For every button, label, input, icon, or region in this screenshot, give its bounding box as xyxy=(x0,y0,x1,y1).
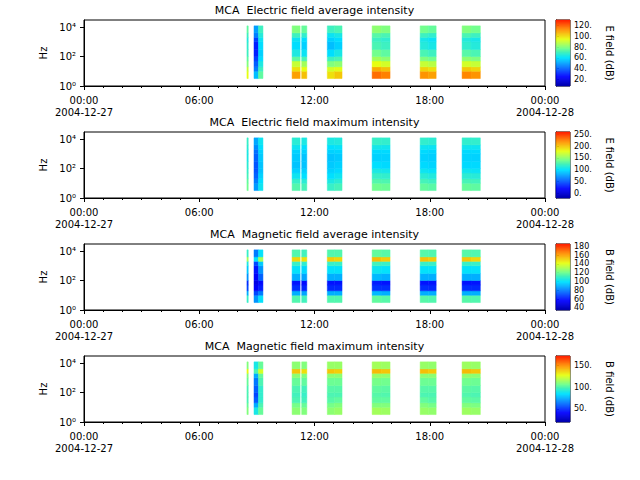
svg-text:12:00: 12:00 xyxy=(300,207,329,218)
svg-text:250.: 250. xyxy=(574,130,592,139)
svg-text:18:00: 18:00 xyxy=(415,95,444,106)
svg-text:00:00: 00:00 xyxy=(70,431,99,442)
svg-text:Hz: Hz xyxy=(38,159,49,172)
svg-text:100.: 100. xyxy=(574,165,592,174)
svg-text:2004-12-27: 2004-12-27 xyxy=(55,219,113,230)
svg-text:10²: 10² xyxy=(59,163,76,174)
svg-text:10⁰: 10⁰ xyxy=(59,193,76,204)
svg-text:2004-12-27: 2004-12-27 xyxy=(55,107,113,118)
svg-text:120: 120 xyxy=(574,268,589,277)
svg-text:00:00: 00:00 xyxy=(70,319,99,330)
svg-text:B field (dB): B field (dB) xyxy=(604,249,615,305)
svg-text:50.: 50. xyxy=(574,177,587,186)
svg-text:MCA Electric field maximum in: MCA Electric field maximum intensity xyxy=(210,116,420,129)
svg-text:40: 40 xyxy=(574,303,584,312)
svg-text:180: 180 xyxy=(574,242,589,251)
svg-text:80.: 80. xyxy=(574,43,587,52)
svg-text:160: 160 xyxy=(574,251,589,260)
svg-text:140: 140 xyxy=(574,259,589,268)
svg-text:10²: 10² xyxy=(59,275,76,286)
svg-text:00:00: 00:00 xyxy=(531,319,560,330)
svg-text:00:00: 00:00 xyxy=(70,207,99,218)
svg-text:0.: 0. xyxy=(574,189,582,198)
svg-text:Hz: Hz xyxy=(38,383,49,396)
svg-text:20.: 20. xyxy=(574,75,587,84)
svg-text:60: 60 xyxy=(574,295,584,304)
svg-text:12:00: 12:00 xyxy=(300,431,329,442)
svg-text:MCA Magnetic field average in: MCA Magnetic field average intensity xyxy=(210,228,419,241)
svg-text:2004-12-28: 2004-12-28 xyxy=(516,219,574,230)
svg-text:18:00: 18:00 xyxy=(415,319,444,330)
svg-text:Hz: Hz xyxy=(38,47,49,60)
svg-text:06:00: 06:00 xyxy=(185,431,214,442)
svg-text:100.: 100. xyxy=(574,32,592,41)
svg-text:Hz: Hz xyxy=(38,271,49,284)
svg-text:2004-12-28: 2004-12-28 xyxy=(516,331,574,342)
svg-text:12:00: 12:00 xyxy=(300,319,329,330)
svg-text:10⁰: 10⁰ xyxy=(59,305,76,316)
svg-text:80: 80 xyxy=(574,286,584,295)
svg-text:2004-12-28: 2004-12-28 xyxy=(516,107,574,118)
svg-text:10⁴: 10⁴ xyxy=(59,134,76,145)
svg-text:06:00: 06:00 xyxy=(185,95,214,106)
svg-text:06:00: 06:00 xyxy=(185,207,214,218)
svg-text:00:00: 00:00 xyxy=(531,431,560,442)
svg-text:10²: 10² xyxy=(59,51,76,62)
svg-text:150.: 150. xyxy=(574,361,592,370)
svg-text:18:00: 18:00 xyxy=(415,207,444,218)
svg-text:100.: 100. xyxy=(574,383,592,392)
svg-text:2004-12-28: 2004-12-28 xyxy=(516,443,574,454)
svg-text:10⁰: 10⁰ xyxy=(59,417,76,428)
svg-text:2004-12-27: 2004-12-27 xyxy=(55,443,113,454)
svg-text:00:00: 00:00 xyxy=(531,207,560,218)
svg-text:MCA Magnetic field maximum in: MCA Magnetic field maximum intensity xyxy=(205,340,425,353)
svg-text:10²: 10² xyxy=(59,387,76,398)
svg-text:100: 100 xyxy=(574,277,589,286)
svg-text:E field (dB): E field (dB) xyxy=(604,137,615,192)
svg-text:MCA Electric field average in: MCA Electric field average intensity xyxy=(215,4,415,17)
svg-text:12:00: 12:00 xyxy=(300,95,329,106)
svg-text:10⁴: 10⁴ xyxy=(59,246,76,257)
svg-text:120.: 120. xyxy=(574,21,592,30)
svg-text:10⁰: 10⁰ xyxy=(59,81,76,92)
svg-text:00:00: 00:00 xyxy=(70,95,99,106)
svg-text:18:00: 18:00 xyxy=(415,431,444,442)
svg-text:40.: 40. xyxy=(574,64,587,73)
svg-text:E field (dB): E field (dB) xyxy=(604,25,615,80)
svg-text:2004-12-27: 2004-12-27 xyxy=(55,331,113,342)
svg-text:00:00: 00:00 xyxy=(531,95,560,106)
svg-text:B field (dB): B field (dB) xyxy=(604,361,615,417)
svg-text:50.: 50. xyxy=(574,404,587,413)
svg-text:150.: 150. xyxy=(574,153,592,162)
svg-text:10⁴: 10⁴ xyxy=(59,358,76,369)
svg-text:10⁴: 10⁴ xyxy=(59,22,76,33)
svg-text:200.: 200. xyxy=(574,142,592,151)
svg-text:60.: 60. xyxy=(574,53,587,62)
svg-text:06:00: 06:00 xyxy=(185,319,214,330)
